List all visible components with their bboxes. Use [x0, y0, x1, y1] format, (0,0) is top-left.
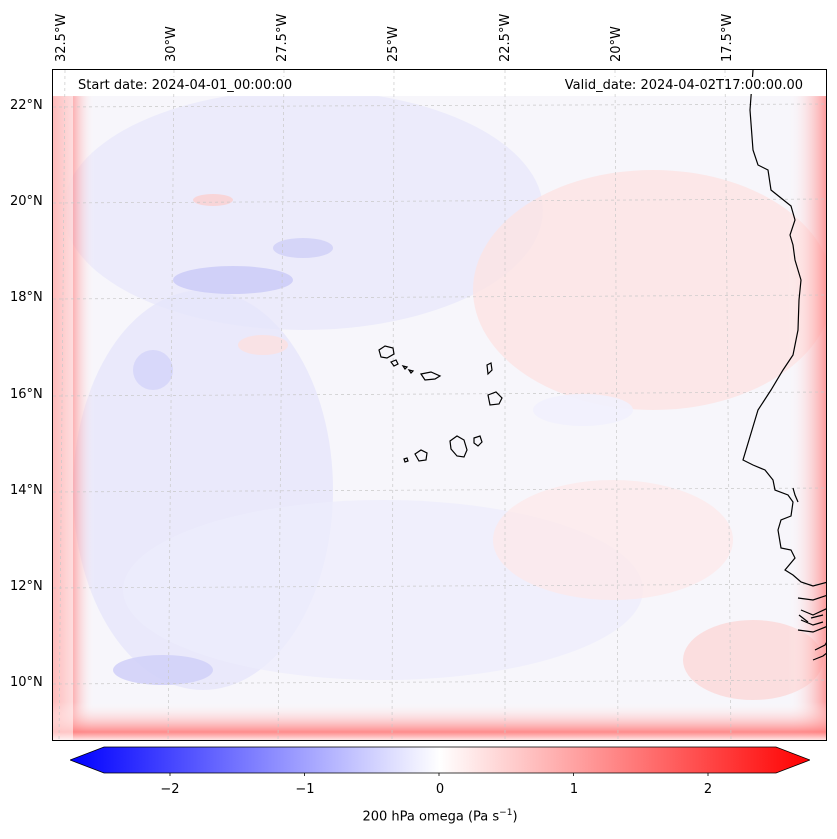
- lat-label: 20°N: [10, 194, 43, 209]
- bottom-boundary-band: [53, 702, 826, 740]
- coastline: [378, 70, 826, 661]
- omega-patches: [63, 90, 826, 700]
- colorbar-title-text: 200 hPa omega (Pa s: [362, 809, 500, 825]
- lat-label: 10°N: [10, 675, 43, 690]
- valid-date-label: Valid_date: 2024-04-02T17:00:00.00: [558, 77, 809, 94]
- map-panel: [52, 69, 827, 741]
- omega-field-map: [53, 70, 826, 740]
- colorbar-title-exponent: −1: [499, 808, 513, 818]
- colorbar-title-close: ): [512, 809, 518, 825]
- lon-label: 25°W: [386, 26, 401, 62]
- start-date-label: Start date: 2024-04-01_00:00:00: [72, 77, 299, 94]
- lon-label: 17.5°W: [720, 13, 735, 62]
- colorbar-tick-label: 0: [435, 782, 445, 797]
- lon-label: 20°W: [609, 26, 624, 62]
- colorbar-title: 200 hPa omega (Pa s−1): [362, 808, 517, 824]
- lat-label: 22°N: [10, 98, 43, 113]
- lon-label: 22.5°W: [498, 13, 513, 62]
- graticule: [53, 70, 826, 740]
- lon-label: 27.5°W: [275, 13, 290, 62]
- colorbar: [70, 746, 810, 776]
- right-boundary-band: [788, 70, 826, 740]
- lat-label: 14°N: [10, 483, 43, 498]
- colorbar-bar: [70, 746, 810, 774]
- lat-label: 16°N: [10, 387, 43, 402]
- lat-label: 18°N: [10, 290, 43, 305]
- colorbar-tick-label: −2: [160, 782, 180, 797]
- lat-label: 12°N: [10, 579, 43, 594]
- colorbar-tick-label: 1: [569, 782, 579, 797]
- colorbar-tick-label: −1: [295, 782, 315, 797]
- lon-label: 30°W: [164, 26, 179, 62]
- lon-label: 32.5°W: [54, 13, 69, 62]
- colorbar-tick-label: 2: [703, 782, 713, 797]
